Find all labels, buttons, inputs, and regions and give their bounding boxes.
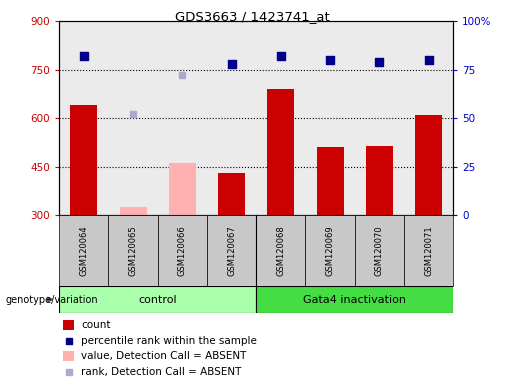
Bar xyxy=(169,163,196,215)
Text: Gata4 inactivation: Gata4 inactivation xyxy=(303,295,406,305)
Text: GSM120070: GSM120070 xyxy=(375,225,384,276)
Text: percentile rank within the sample: percentile rank within the sample xyxy=(81,336,257,346)
Point xyxy=(375,59,384,65)
Text: control: control xyxy=(139,295,177,305)
Text: genotype/variation: genotype/variation xyxy=(5,295,98,305)
Text: GSM120066: GSM120066 xyxy=(178,225,187,276)
Bar xyxy=(119,207,147,215)
Bar xyxy=(59,286,256,313)
Text: GSM120065: GSM120065 xyxy=(129,225,138,276)
Bar xyxy=(109,215,158,286)
Text: GDS3663 / 1423741_at: GDS3663 / 1423741_at xyxy=(175,10,330,23)
Point xyxy=(326,57,334,63)
Bar xyxy=(207,215,256,286)
Bar xyxy=(305,215,355,286)
Bar xyxy=(59,215,109,286)
Bar xyxy=(267,89,295,215)
Text: GSM120067: GSM120067 xyxy=(227,225,236,276)
Point xyxy=(228,61,236,67)
Text: value, Detection Call = ABSENT: value, Detection Call = ABSENT xyxy=(81,351,246,361)
Bar xyxy=(256,215,305,286)
Point xyxy=(277,53,285,59)
Bar xyxy=(63,319,74,330)
Point xyxy=(64,338,73,344)
Bar xyxy=(415,115,442,215)
Text: rank, Detection Call = ABSENT: rank, Detection Call = ABSENT xyxy=(81,367,241,377)
Text: GSM120071: GSM120071 xyxy=(424,225,433,276)
Text: GSM120064: GSM120064 xyxy=(79,225,89,276)
Point xyxy=(178,72,186,78)
Bar xyxy=(317,147,344,215)
Bar xyxy=(71,105,97,215)
Bar xyxy=(404,215,453,286)
Point xyxy=(80,53,88,59)
Point xyxy=(129,111,137,117)
Bar xyxy=(158,215,207,286)
Text: GSM120068: GSM120068 xyxy=(277,225,285,276)
Bar xyxy=(366,146,393,215)
Bar xyxy=(218,173,245,215)
Bar xyxy=(63,351,74,361)
Point xyxy=(424,57,433,63)
Bar xyxy=(256,286,453,313)
Point xyxy=(64,369,73,375)
Text: GSM120069: GSM120069 xyxy=(325,225,335,276)
Bar xyxy=(355,215,404,286)
Text: count: count xyxy=(81,320,110,330)
